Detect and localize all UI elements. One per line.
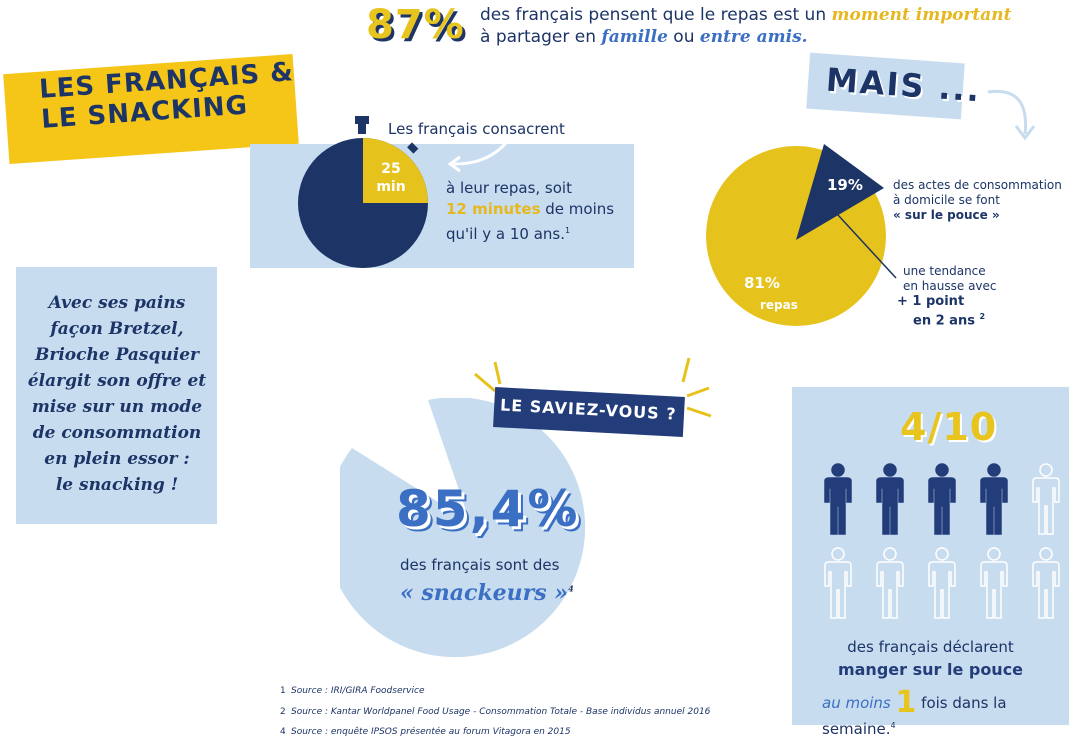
time-text-line1: à leur repas, soit <box>446 179 572 197</box>
source-text: Source : Kantar Worldpanel Food Usage - … <box>291 707 711 717</box>
stopwatch-button-icon <box>355 116 369 124</box>
intro-line2-a: à partager en <box>480 27 602 47</box>
person-filled-icon <box>876 463 904 535</box>
trend-note-line: une tendance <box>903 264 986 278</box>
pie-25-value: 25 <box>381 161 401 177</box>
stopwatch-side-button-icon <box>407 142 419 154</box>
source-number: 1 <box>280 686 286 696</box>
time-text: à leur repas, soit 12 minutes de moins q… <box>446 178 614 245</box>
stat-85-4-percent: 85,4% <box>396 480 580 538</box>
person-outline-icon <box>980 547 1008 619</box>
source-4: 4 Source : enquête IPSOS présentée au for… <box>280 727 571 737</box>
source-text: Source : IRI/GIRA Foodservice <box>291 686 425 696</box>
stopwatch-pie <box>298 116 428 268</box>
snackers-word-text: « snackeurs » <box>400 580 569 606</box>
repas-label: repas <box>760 298 798 312</box>
people-line1: des français déclarent <box>847 638 1014 656</box>
time-text-line3: qu'il y a 10 ans.1 <box>446 220 614 245</box>
people-line3: au moins 1 fois dans la semaine.4 <box>822 685 1070 738</box>
person-filled-icon <box>824 463 852 535</box>
person-outline-icon <box>1032 463 1060 535</box>
source-text: Source : enquête IPSOS présentée au foru… <box>291 727 571 737</box>
quote-line: façon Bretzel, <box>50 319 184 339</box>
curved-arrow-icon <box>447 137 512 173</box>
stopwatch-stem-icon <box>358 122 366 134</box>
snack-note-line: à domicile se font <box>893 193 1000 207</box>
people-line2: manger sur le pouce <box>837 660 1024 679</box>
trend-note-line: + 1 point <box>897 294 965 309</box>
quote-line: le snacking ! <box>55 475 179 495</box>
source-number: 4 <box>280 727 286 737</box>
snack-note-line: « sur le pouce » <box>893 208 1000 222</box>
stat-4-of-10: 4/10 <box>900 405 998 449</box>
quote-line: en plein essor : <box>44 449 190 469</box>
snackers-word: « snackeurs »4 <box>400 580 574 606</box>
intro-entre-amis: entre amis. <box>699 27 808 47</box>
pie-85-slice <box>340 398 586 658</box>
intro-moment-important: moment important <box>831 5 1012 25</box>
source-number: 2 <box>280 707 286 717</box>
quote-line: mise sur un mode <box>31 397 203 417</box>
pct-81-label: 81% <box>744 274 780 292</box>
time-text-line2: 12 minutes de moins <box>446 199 614 220</box>
pie-19-snack-slice <box>796 144 884 240</box>
footnote-ref: 4 <box>890 721 896 730</box>
person-outline-icon <box>1032 547 1060 619</box>
quote-line: Avec ses pains <box>48 293 186 313</box>
intro-line1-a: des français pensent que le repas est un <box>480 5 832 25</box>
person-filled-icon <box>980 463 1008 535</box>
snack-note-line: des actes de consommation <box>893 178 1062 192</box>
time-12-minutes: 12 minutes <box>446 200 541 218</box>
people-box <box>792 387 1069 725</box>
intro-famille: famille <box>601 27 668 47</box>
pie-25-min-label: 25 min <box>366 160 416 196</box>
burst-lines-icon <box>474 357 712 418</box>
quote-line: Brioche Pasquier <box>35 345 199 365</box>
source-1: 1 Source : IRI/GIRA Foodservice <box>280 686 425 696</box>
quote-text: Avec ses pains façon Bretzel, Brioche Pa… <box>24 290 210 498</box>
snackers-pie <box>340 398 586 658</box>
people-au-moins: au moins <box>822 694 891 712</box>
time-text-line2-rest: de moins <box>540 200 615 218</box>
trend-note: une tendance en hausse avec + 1 point en… <box>897 264 997 328</box>
pie-min-unit: min <box>376 179 406 195</box>
people-line3-rest: fois dans la semaine. <box>822 694 1007 738</box>
trend-note-line4: en 2 ans <box>913 313 975 329</box>
snack-note: des actes de consommation à domicile se … <box>893 178 1062 223</box>
snackers-line: des français sont des <box>400 556 560 574</box>
footnote-ref: 4 <box>568 583 574 594</box>
source-2: 2 Source : Kantar Worldpanel Food Usage -… <box>280 707 710 717</box>
time-intro: Les français consacrent <box>388 120 565 138</box>
intro-line2-c: ou <box>667 27 700 47</box>
consumption-pie <box>706 144 897 326</box>
trend-note-line: en 2 ans 2 <box>913 309 997 328</box>
person-filled-icon <box>928 463 956 535</box>
person-outline-icon <box>928 547 956 619</box>
curved-arrow-down-icon <box>987 89 1036 141</box>
quote-line: élargit son offre et <box>27 371 207 391</box>
people-grid <box>824 463 1060 619</box>
pct-19-label: 19% <box>827 176 863 194</box>
stat-87-percent: 87% <box>366 2 465 48</box>
footnote-ref: 1 <box>565 226 571 235</box>
trend-note-line: en hausse avec <box>903 279 997 293</box>
quote-line: de consommation <box>32 423 202 443</box>
person-outline-icon <box>876 547 904 619</box>
people-number-1: 1 <box>895 685 917 720</box>
footnote-ref: 2 <box>979 312 986 321</box>
person-outline-icon <box>824 547 852 619</box>
pie-25-min-slice <box>363 138 428 203</box>
time-text-line3-text: qu'il y a 10 ans. <box>446 225 565 243</box>
quote-box <box>16 267 217 524</box>
pie-pointer-line <box>837 214 897 279</box>
intro-text: des français pensent que le repas est un… <box>480 4 1040 48</box>
